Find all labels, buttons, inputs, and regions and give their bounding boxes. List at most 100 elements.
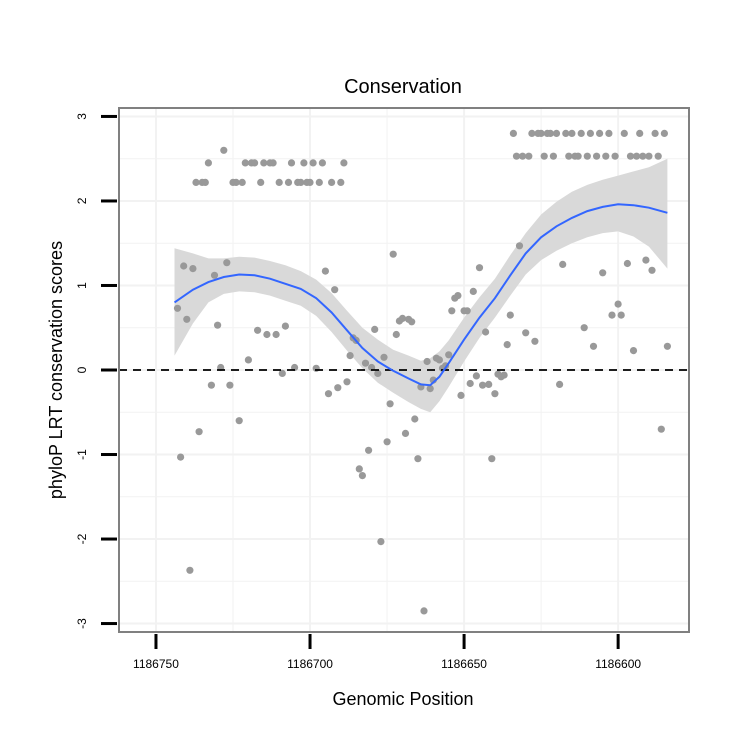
y-axis-title: phyloP LRT conservation scores	[46, 241, 66, 499]
data-point	[374, 369, 382, 377]
data-point	[186, 566, 194, 574]
data-point	[654, 152, 662, 160]
data-points	[173, 129, 672, 615]
data-point	[411, 415, 419, 423]
data-point	[281, 322, 289, 330]
grid	[119, 108, 689, 632]
data-point	[509, 129, 517, 137]
data-point	[220, 146, 228, 154]
data-point	[580, 324, 588, 332]
data-point	[537, 129, 545, 137]
y-tick-label: -2	[75, 533, 89, 544]
data-point	[577, 129, 585, 137]
y-tick-label: 0	[75, 366, 89, 373]
data-point	[648, 266, 656, 274]
x-tick-label: 1186650	[441, 657, 487, 671]
data-point	[201, 178, 209, 186]
data-point	[254, 326, 262, 334]
data-point	[408, 318, 416, 326]
data-point	[660, 129, 669, 137]
data-point	[275, 178, 283, 186]
data-point	[608, 311, 616, 319]
data-point	[491, 390, 499, 398]
data-point	[204, 159, 212, 167]
data-point	[531, 337, 539, 345]
data-point	[192, 178, 200, 186]
data-point	[454, 292, 462, 300]
data-point	[173, 304, 182, 312]
data-point	[552, 129, 561, 137]
data-point	[540, 152, 548, 160]
data-point	[559, 260, 567, 268]
data-point	[392, 330, 400, 339]
data-point	[398, 314, 407, 322]
data-point	[358, 472, 366, 480]
data-point	[383, 438, 391, 446]
data-point	[183, 315, 191, 323]
data-point	[485, 380, 493, 388]
data-point	[457, 391, 465, 399]
data-point	[195, 428, 203, 436]
data-point	[328, 178, 336, 186]
data-point	[297, 178, 305, 186]
data-point	[232, 178, 240, 186]
data-point	[278, 369, 286, 377]
data-point	[593, 152, 601, 160]
data-point	[645, 152, 653, 160]
data-point	[207, 381, 215, 389]
data-point	[214, 321, 222, 329]
confidence-band	[174, 158, 668, 413]
y-tick-label: 3	[75, 113, 89, 120]
data-point	[426, 385, 434, 393]
y-axis: -3 -2 -1 0 1 2 3	[75, 113, 117, 629]
data-point	[549, 152, 558, 160]
data-point	[401, 429, 410, 437]
y-tick-label: 1	[75, 282, 89, 289]
data-point	[589, 342, 598, 350]
data-point	[420, 607, 428, 615]
data-point	[519, 152, 527, 160]
data-point	[389, 250, 397, 258]
data-point	[269, 159, 277, 167]
data-point	[623, 259, 632, 268]
data-point	[620, 129, 628, 137]
data-point	[515, 242, 524, 250]
data-point	[337, 178, 345, 186]
data-point	[639, 152, 647, 160]
x-axis-title: Genomic Position	[332, 689, 473, 709]
data-point	[469, 287, 477, 295]
data-point	[602, 152, 610, 160]
data-point	[340, 159, 348, 167]
data-point	[605, 129, 613, 137]
y-tick-label: -3	[75, 618, 89, 629]
data-point	[488, 455, 496, 463]
data-point	[629, 347, 638, 355]
chart-title: Conservation	[344, 76, 462, 98]
data-point	[331, 286, 339, 294]
data-point	[321, 267, 329, 275]
data-point	[241, 159, 249, 167]
data-point	[482, 328, 490, 336]
data-point	[445, 351, 453, 359]
data-point	[528, 129, 536, 137]
data-point	[574, 152, 582, 160]
data-point	[583, 152, 591, 160]
data-point	[210, 271, 219, 279]
data-point	[257, 178, 265, 186]
data-point	[343, 378, 351, 386]
data-point	[633, 152, 641, 160]
data-point	[423, 357, 431, 366]
data-point	[346, 352, 354, 360]
data-point	[226, 381, 234, 389]
data-point	[238, 178, 246, 186]
panel-border	[118, 107, 690, 633]
data-point	[472, 372, 480, 380]
data-point	[300, 159, 308, 167]
data-point	[512, 152, 521, 160]
data-point	[309, 159, 317, 167]
data-point	[263, 330, 271, 339]
data-point	[361, 359, 370, 367]
data-point	[306, 178, 314, 186]
data-point	[611, 152, 619, 160]
